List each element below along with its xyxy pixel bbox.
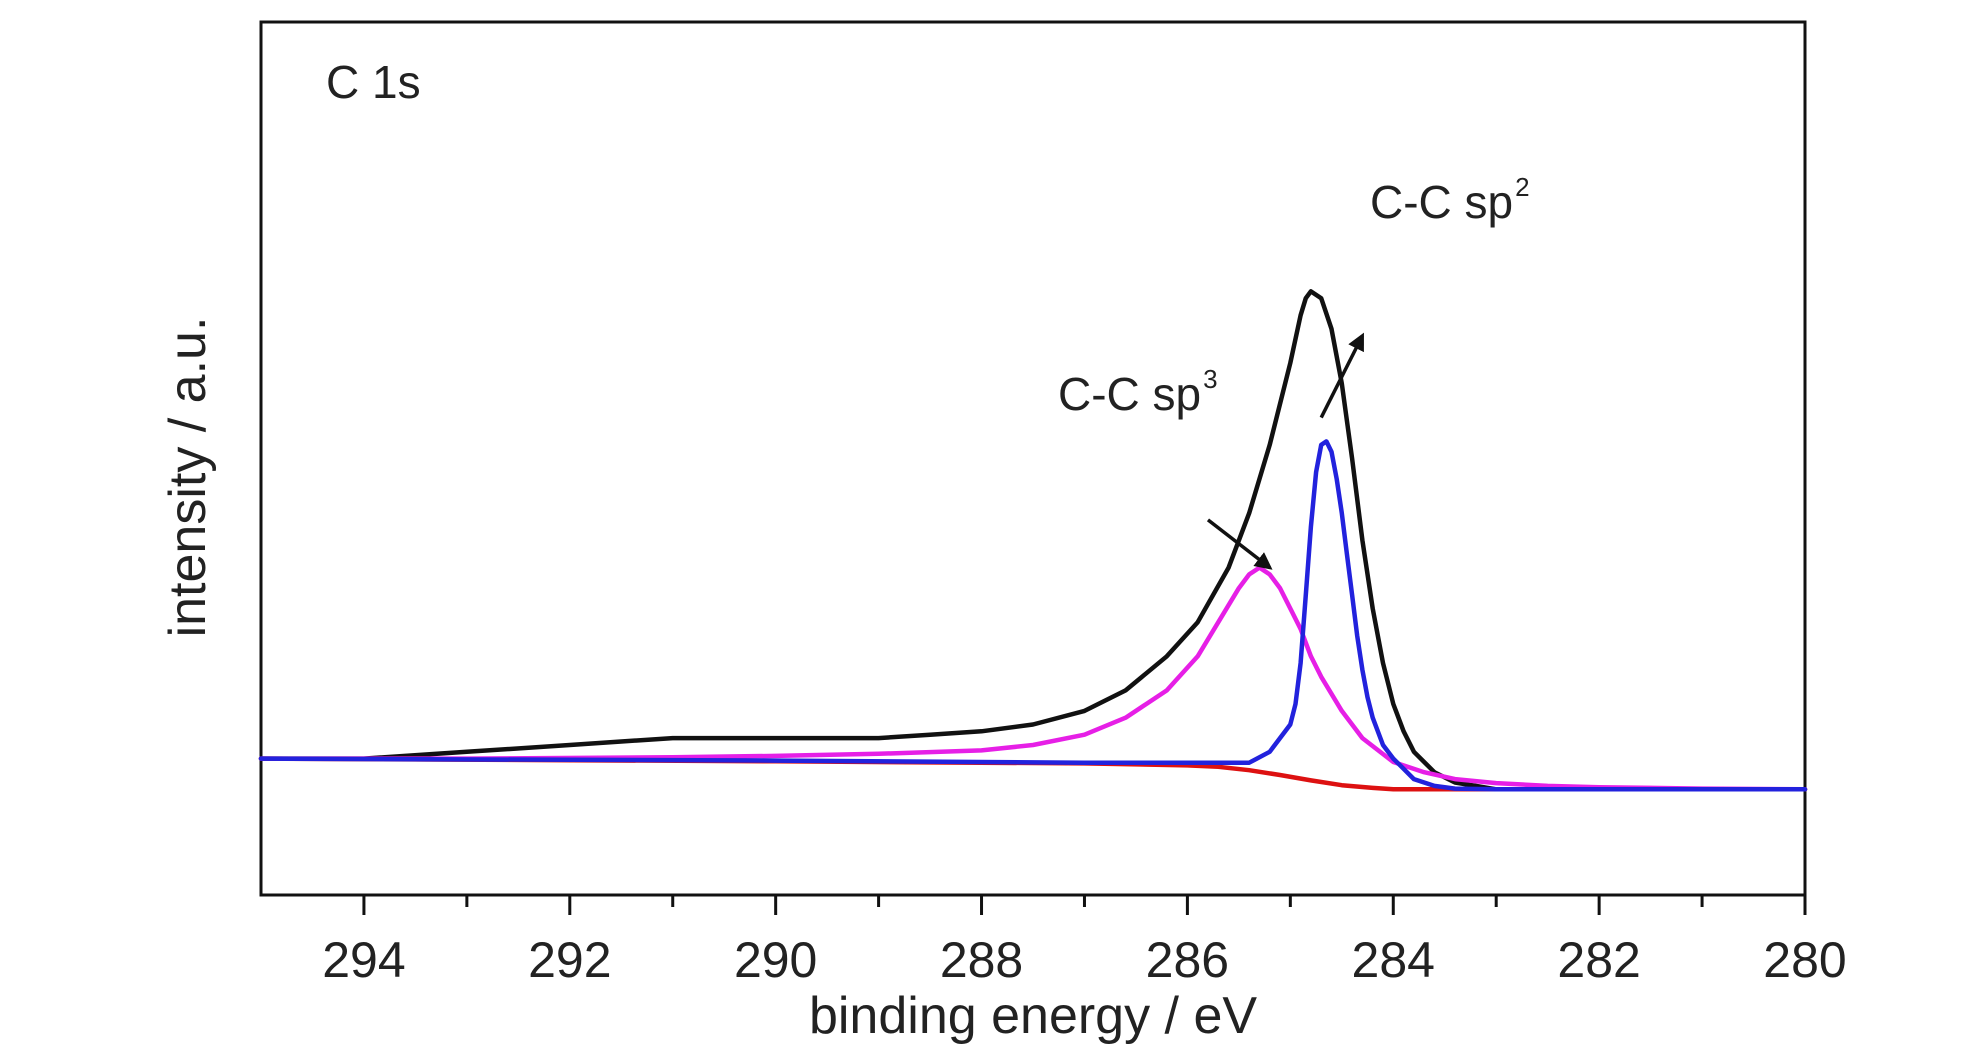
- annotation-label: C-C sp: [1370, 176, 1513, 228]
- plot-frame: [259, 20, 1807, 897]
- annotation-layer: C-C sp 2C-C sp 3: [1058, 172, 1530, 570]
- x-tick-label: 288: [940, 932, 1023, 988]
- annotation-superscript: 3: [1203, 364, 1217, 394]
- x-tick-label: 292: [528, 932, 611, 988]
- annotation-arrow: [1319, 332, 1364, 419]
- annotation-superscript: 2: [1515, 172, 1529, 202]
- x-tick-label: 286: [1146, 932, 1229, 988]
- series-c-c-sp2-line: [258, 439, 1808, 792]
- annotation-arrow: [1206, 518, 1273, 570]
- chart-title: C 1s: [326, 56, 421, 108]
- series-measured-line: [258, 289, 1808, 792]
- x-tick-label: 290: [734, 932, 817, 988]
- series-layer: [258, 289, 1808, 792]
- annotation-label: C-C sp: [1058, 368, 1201, 420]
- x-tick-label: 282: [1557, 932, 1640, 988]
- x-axis-label: binding energy / eV: [809, 987, 1257, 1045]
- y-axis-label: intensity / a.u.: [159, 317, 217, 638]
- series-c-c-sp3-line: [258, 565, 1808, 792]
- x-axis-ticks: 294 292 290 288 286 284 282 280: [322, 895, 1847, 988]
- x-tick-label: 294: [322, 932, 405, 988]
- x-tick-label: 280: [1763, 932, 1846, 988]
- x-tick-label: 284: [1352, 932, 1435, 988]
